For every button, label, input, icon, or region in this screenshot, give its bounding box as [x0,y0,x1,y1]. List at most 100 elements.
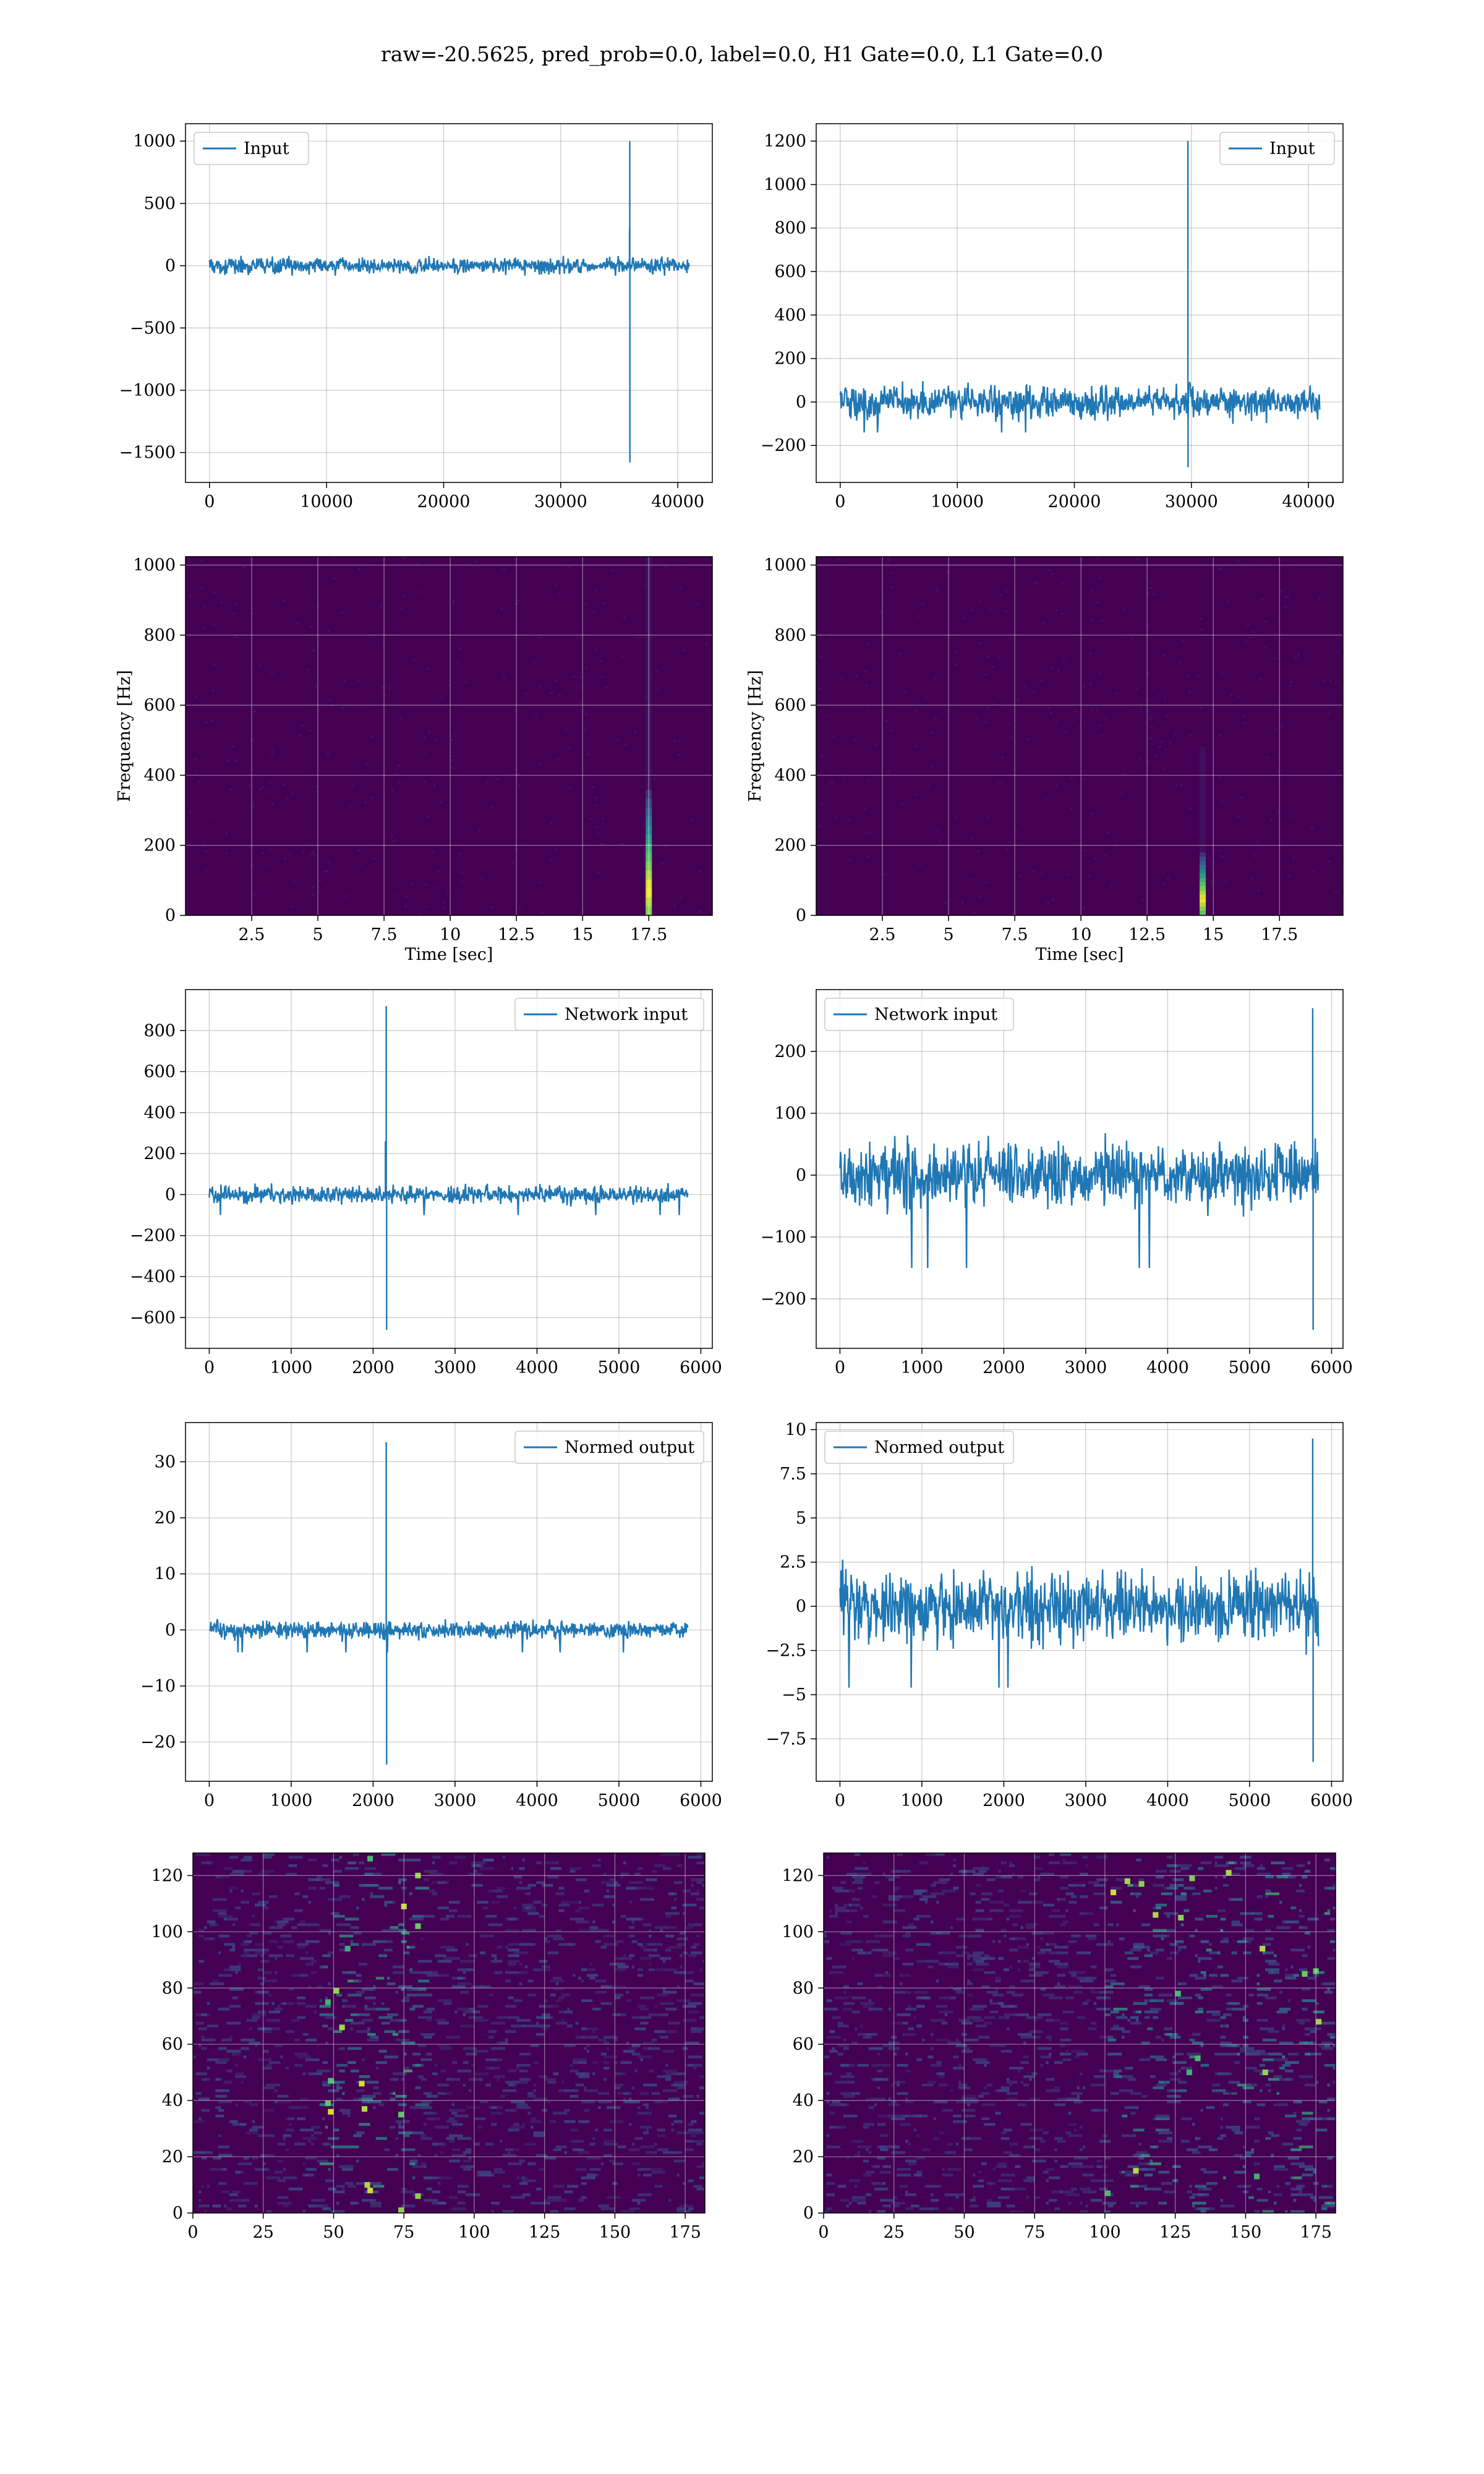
l1-normed-output-xtick-label-5: 5000 [1229,1791,1271,1810]
l1-spectrogram-glitch-cell [1200,873,1206,878]
h1-feature-map-xtick-label-4: 100 [458,2223,490,2242]
h1-spectrogram-glitch-cell [646,655,652,664]
h1-network-input-ytick-label-3: 0 [165,1185,176,1204]
h1-input-axes-frame [185,123,713,483]
l1-feature-map-axes-frame [823,1852,1336,2214]
h1-spectrogram-xtick-label-2: 7.5 [371,925,398,944]
l1-spectrogram-xtick-label-4: 12.5 [1128,925,1166,944]
h1-spectrogram-glitch-cell [646,798,652,808]
l1-spectrogram-glitch-cell [1200,802,1206,807]
h1-input-plot-area [186,124,712,482]
l1-spectrogram-plot-area [816,557,1343,915]
h1-spectrogram-glitch-cell [646,583,652,593]
l1-normed-output-legend-label: Normed output [874,1438,1004,1457]
l1-feature-map-xtick-label-1: 25 [884,2223,905,2242]
h1-spectrogram-glitch-cell [646,628,652,638]
h1-spectrogram-glitch-cell [646,673,652,682]
h1-normed-output-ytick-label-1: −10 [140,1677,176,1696]
h1-network-input-ytick-label-0: −600 [130,1308,176,1327]
h1-spectrogram-xtick-label-4: 12.5 [498,925,535,944]
l1-feature-map-ytick-label-4: 80 [793,1979,814,1998]
h1-input-xtick-label-3: 30000 [534,492,587,511]
l1-spectrogram-glitch-cell [1200,911,1206,915]
l1-spectrogram-glitch-cell [1200,814,1206,819]
h1-network-input-legend: Network input [514,998,704,1031]
l1-input-ytick-label-4: 600 [774,262,806,281]
h1-spectrogram-glitch-cell [646,718,652,727]
h1-normed-output-xtick-label-2: 2000 [352,1791,394,1810]
h1-spectrogram-glitch-cell [646,736,652,745]
h1-spectrogram-glitch-cell [646,862,652,871]
l1-input-xtick-label-2: 20000 [1048,492,1101,511]
l1-normed-output-ytick-label-2: −2.5 [765,1641,806,1661]
h1-spectrogram-glitch-cell [646,906,652,915]
h1-normed-output-plot-area [186,1423,712,1781]
l1-input-series-line [839,381,1321,433]
l1-spectrogram-glitch-cell [1200,810,1206,815]
h1-spectrogram-glitch-cell [646,880,652,889]
h1-feature-map-ytick-label-0: 0 [173,2204,183,2223]
h1-feature-map-ytick-label-6: 120 [151,1866,183,1885]
l1-network-input-ytick-label-0: −200 [761,1290,806,1309]
h1-spectrogram-glitch-cell [646,834,652,844]
h1-normed-output-ytick-label-5: 30 [155,1452,176,1471]
l1-normed-output-series-line [839,1559,1320,1688]
l1-network-input-ytick-label-3: 100 [774,1104,806,1123]
h1-network-input-xtick-label-6: 6000 [680,1358,722,1377]
l1-spectrogram-glitch-cell [1200,772,1206,777]
h1-spectrogram-glitch-cell [646,682,652,691]
l1-spectrogram-glitch-cell [1200,839,1206,844]
l1-spectrogram-glitch-cell [1200,890,1206,895]
h1-input-ytick-label-2: −500 [130,319,176,338]
h1-feature-map-plot-area [193,1853,705,2213]
h1-input-legend-label: Input [244,139,289,158]
l1-spectrogram-glitch-cell [1200,760,1206,764]
h1-spectrogram-glitch-cell [646,637,652,646]
h1-normed-output-ytick-label-4: 20 [155,1509,176,1528]
l1-spectrogram-glitch-cell [1200,856,1206,861]
l1-spectrogram-glitch-cell [1200,827,1206,832]
h1-normed-output-legend-label: Normed output [565,1438,694,1457]
h1-normed-output-ytick-label-3: 10 [155,1565,176,1584]
h1-network-input-ytick-label-6: 600 [143,1063,176,1082]
h1-input-legend: Input [194,132,309,165]
h1-network-input-ytick-label-2: −200 [130,1226,176,1246]
l1-normed-output-ytick-label-0: −7.5 [765,1729,806,1748]
l1-normed-output-ytick-label-5: 5 [796,1509,806,1528]
l1-network-input-xtick-label-2: 2000 [983,1358,1025,1377]
l1-normed-output-xtick-label-6: 6000 [1310,1791,1353,1810]
l1-spectrogram-glitch-cell [1200,797,1206,802]
l1-spectrogram-ytick-label-1: 200 [774,836,806,855]
h1-spectrogram-glitch-cell [646,593,652,602]
l1-spectrogram-glitch-cell [1200,881,1206,886]
h1-feature-map-xtick-label-6: 150 [599,2223,631,2242]
l1-feature-map-xtick-label-2: 50 [953,2223,974,2242]
h1-spectrogram-glitch-cell [646,709,652,718]
l1-normed-output-plot-area [816,1423,1343,1781]
subplot-l1-spectrogram: 2.5 5 7.5 10 12.5 15 17.5 0 200 400 600 800 1000 Time… [746,556,1344,964]
h1-input-ytick-label-1: −1000 [119,381,176,400]
h1-spectrogram-axes-frame [185,556,713,916]
subplot-h1-input: 0 10000 20000 30000 40000 −1500 −1000 −500 0 500 1… [119,123,713,511]
h1-spectrogram-glitch-cell [646,897,652,907]
h1-normed-output-xtick-label-4: 4000 [516,1791,558,1810]
l1-spectrogram-glitch-cell [1200,886,1206,891]
h1-spectrogram-ytick-label-5: 1000 [133,556,176,575]
l1-input-ytick-label-7: 1200 [764,132,806,151]
h1-spectrogram-glitch-cell [646,610,652,620]
h1-spectrogram-glitch-cell [646,601,652,610]
subplot-h1-feature-map: 0 25 50 75 100 125 150 175 0 20 40 60 80 100 120 [151,1852,706,2242]
l1-feature-map-ytick-label-0: 0 [803,2204,814,2223]
l1-input-plot-area [816,124,1343,482]
subplot-l1-feature-map: 0 25 50 75 100 125 150 175 0 20 40 60 80 100 120 [782,1852,1336,2242]
h1-input-series-line [208,255,690,276]
h1-network-input-series-line [208,1183,689,1215]
h1-feature-map-xtick-label-5: 125 [529,2223,561,2242]
h1-feature-map-axes-frame [192,1852,706,2214]
h1-normed-output-ytick-label-0: −20 [140,1733,176,1752]
l1-feature-map-ytick-label-3: 60 [793,2035,814,2054]
h1-input-ytick-label-4: 500 [143,194,176,213]
h1-normed-output-xtick-label-6: 6000 [680,1791,722,1810]
h1-input-xtick-label-4: 40000 [651,492,704,511]
h1-spectrogram-glitch-cell [646,781,652,790]
